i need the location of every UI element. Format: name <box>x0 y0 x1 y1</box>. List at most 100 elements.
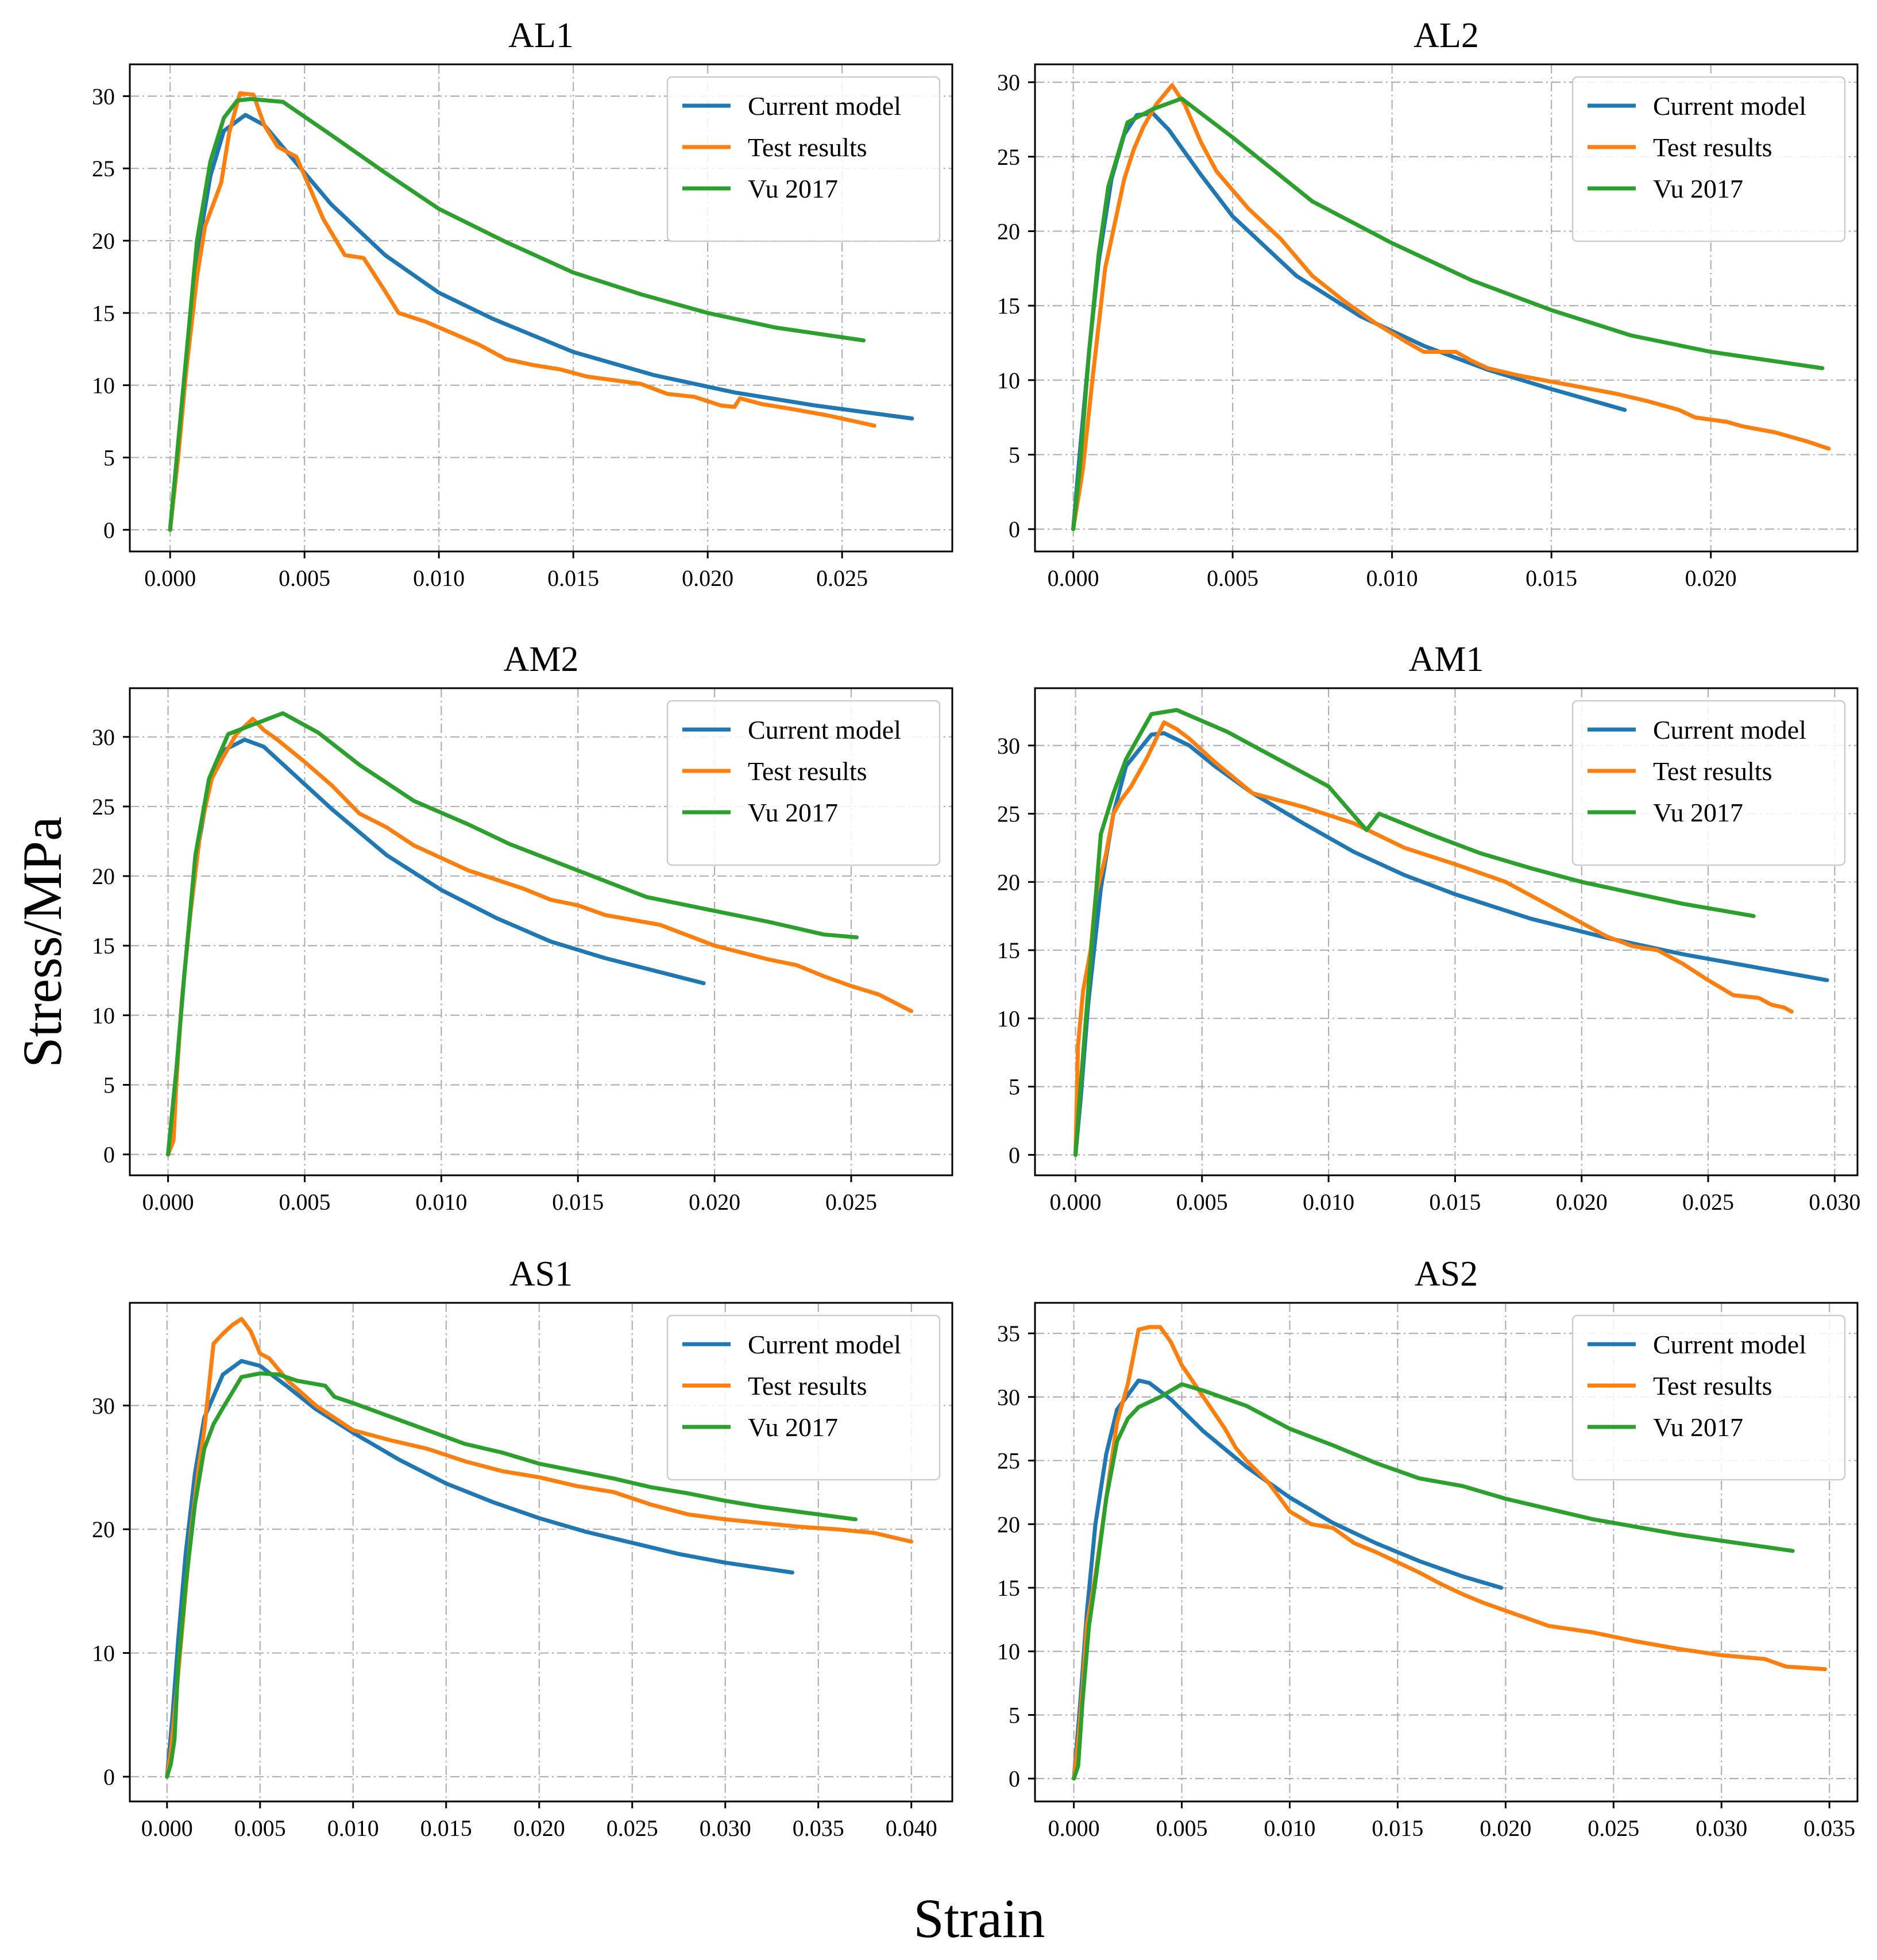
y-tick-label: 0 <box>1009 1766 1020 1792</box>
x-tick-label: 0.015 <box>420 1815 472 1841</box>
panel-as2: AS2 0.000 0.005 0.010 0.015 0.020 0.025 0.030 0.… <box>997 1255 1859 1841</box>
y-tick-label: 30 <box>997 1384 1020 1410</box>
y-tick-label: 10 <box>997 1006 1020 1032</box>
axes-frame <box>129 1302 953 1803</box>
legend: Current model Test results Vu 2017 <box>666 76 941 242</box>
x-tick-label: 0.030 <box>1696 1815 1747 1841</box>
x-tick-label: 0.010 <box>1303 1189 1354 1215</box>
y-tick-label: 20 <box>92 1517 115 1542</box>
x-tick-label: 0.035 <box>1803 1815 1855 1841</box>
y-tick-label: 20 <box>92 228 115 254</box>
panels: AL1 0.000 0.005 0.010 0.015 0.020 0.025 0 5 10 15 2… <box>92 16 1860 1841</box>
y-tick-label: 20 <box>997 869 1020 895</box>
x-tick-label: 0.020 <box>1556 1189 1608 1215</box>
legend: Current model Test results Vu 2017 <box>1571 76 1846 242</box>
legend-label: Current model <box>1653 91 1806 121</box>
y-tick-label: 0 <box>1009 1142 1020 1168</box>
y-tick-label: 10 <box>997 1639 1020 1665</box>
y-tick-label: 30 <box>997 70 1020 95</box>
series-line-test-results <box>1073 720 1794 1157</box>
x-tick-label: 0.035 <box>793 1815 844 1841</box>
y-tick-label: 10 <box>92 1641 115 1666</box>
x-tick-label: 0.020 <box>689 1189 740 1215</box>
panel-title: AM1 <box>1409 640 1484 679</box>
series-line-vu-2017 <box>1072 1382 1795 1781</box>
x-tick-label: 0.015 <box>1429 1189 1481 1215</box>
legend-frame <box>1571 1314 1846 1481</box>
axes-frame <box>129 687 953 1176</box>
x-tick-label: 0.000 <box>141 1815 193 1841</box>
x-tick-label: 0.025 <box>1682 1189 1734 1215</box>
series-line-vu-2017 <box>1073 708 1756 1157</box>
panel-title: AS2 <box>1415 1255 1478 1294</box>
y-tick-label: 0 <box>103 1764 115 1790</box>
panel-al2: AL2 0.000 0.005 0.010 0.015 0.020 0 5 10 15 20 25 30… <box>997 16 1859 591</box>
y-tick-label: 15 <box>997 293 1020 319</box>
legend-label: Vu 2017 <box>1653 1413 1743 1442</box>
x-tick-label: 0.015 <box>547 565 599 591</box>
y-tick-label: 5 <box>1009 1074 1020 1100</box>
x-tick-label: 0.010 <box>413 565 465 591</box>
x-tick-label: 0.005 <box>1156 1815 1208 1841</box>
series-line-test-results <box>1071 83 1831 531</box>
series-line-vu-2017 <box>1071 97 1825 531</box>
y-tick-label: 30 <box>92 724 115 750</box>
y-tick-label: 25 <box>997 801 1020 827</box>
panel-am1: AM1 0.000 0.005 0.010 0.015 0.020 0.025 0.030 0 5… <box>997 640 1860 1215</box>
legend-label: Test results <box>1653 1371 1772 1400</box>
panel-al1: AL1 0.000 0.005 0.010 0.015 0.020 0.025 0 5 10 15 2… <box>92 16 953 591</box>
y-tick-label: 5 <box>1009 1702 1020 1728</box>
x-tick-label: 0.020 <box>682 565 733 591</box>
x-tick-label: 0.005 <box>1207 565 1258 591</box>
panel-am2: AM2 0.000 0.005 0.010 0.015 0.020 0.025 0 5 10 15 2… <box>92 640 953 1215</box>
legend-label: Vu 2017 <box>748 174 838 203</box>
legend-frame <box>1571 76 1846 242</box>
x-tick-label: 0.040 <box>886 1815 937 1841</box>
legend-label: Current model <box>1653 1330 1806 1359</box>
x-tick-label: 0.010 <box>1264 1815 1316 1841</box>
y-tick-label: 25 <box>92 794 115 820</box>
x-tick-label: 0.000 <box>144 565 196 591</box>
legend: Current model Test results Vu 2017 <box>1571 700 1846 866</box>
y-tick-label: 35 <box>997 1321 1020 1346</box>
y-tick-label: 25 <box>997 144 1020 170</box>
x-tick-label: 0.010 <box>327 1815 379 1841</box>
x-tick-label: 0.005 <box>1176 1189 1228 1215</box>
y-tick-label: 30 <box>92 83 115 109</box>
y-tick-label: 20 <box>997 218 1020 244</box>
x-tick-label: 0.020 <box>1685 565 1737 591</box>
y-tick-label: 15 <box>997 1575 1020 1601</box>
y-tick-label: 15 <box>997 937 1020 963</box>
legend-frame <box>666 76 941 242</box>
panel-as1: AS1 0.000 0.005 0.010 0.015 0.020 0.025 0.030 0.… <box>92 1255 953 1841</box>
legend-label: Current model <box>1653 715 1806 744</box>
legend-label: Current model <box>748 715 901 744</box>
x-tick-label: 0.030 <box>700 1815 751 1841</box>
series-line-vu-2017 <box>165 1371 858 1779</box>
panel-title: AL2 <box>1413 16 1479 55</box>
x-tick-label: 0.000 <box>1048 1815 1100 1841</box>
x-tick-label: 0.020 <box>1480 1815 1531 1841</box>
y-tick-label: 25 <box>997 1448 1020 1474</box>
legend-label: Vu 2017 <box>748 798 838 827</box>
legend-label: Current model <box>748 1330 901 1359</box>
x-tick-label: 0.000 <box>142 1189 194 1215</box>
series-line-current-model <box>1072 1378 1504 1781</box>
x-tick-label: 0.025 <box>607 1815 658 1841</box>
y-tick-label: 20 <box>997 1511 1020 1537</box>
legend-label: Test results <box>748 133 867 162</box>
axes-frame <box>1034 63 1859 553</box>
x-tick-label: 0.000 <box>1049 1189 1101 1215</box>
axes-frame <box>1034 687 1859 1176</box>
legend-label: Vu 2017 <box>1653 798 1743 827</box>
x-tick-label: 0.005 <box>234 1815 286 1841</box>
panel-title: AL1 <box>508 16 574 55</box>
series-line-test-results <box>1072 1325 1828 1781</box>
legend-label: Vu 2017 <box>748 1413 838 1442</box>
axes-frame <box>1034 1302 1859 1803</box>
y-tick-label: 20 <box>92 863 115 889</box>
x-tick-label: 0.000 <box>1048 565 1099 591</box>
axes-frame <box>129 63 953 553</box>
y-tick-label: 15 <box>92 300 115 326</box>
